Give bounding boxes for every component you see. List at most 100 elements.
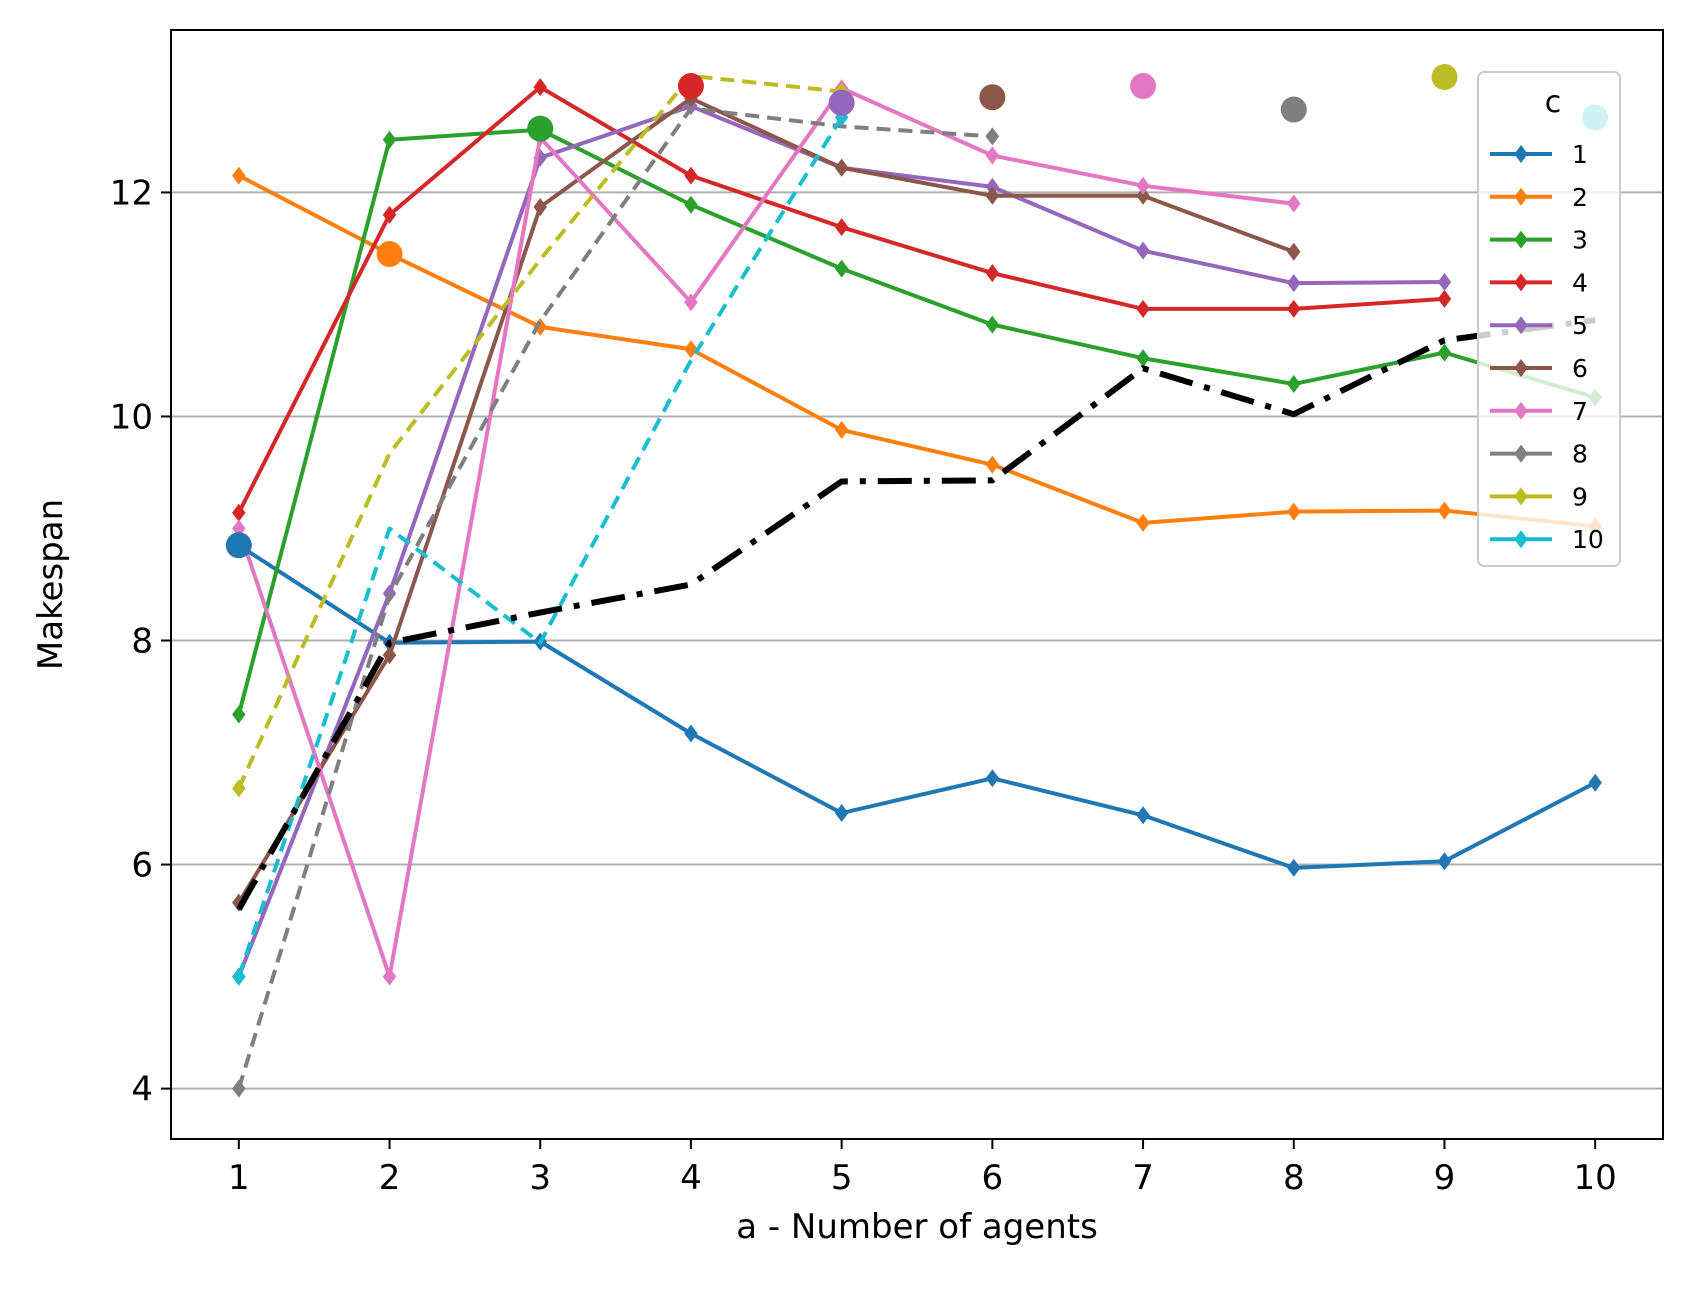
legend-label: 3 (1572, 226, 1588, 255)
series-3-point (1136, 349, 1150, 368)
legend-title: c (1545, 85, 1562, 120)
series-3-point (985, 315, 1000, 334)
series-2-point (232, 166, 246, 185)
series-1-point (834, 804, 849, 823)
legend-marker (1514, 487, 1528, 506)
x-tick-label: 4 (680, 1158, 702, 1198)
y-tick-label: 12 (110, 173, 153, 213)
y-tick-label: 8 (131, 622, 153, 662)
y-axis-label: Makespan (31, 499, 71, 670)
legend-box (1477, 71, 1621, 567)
series-3 (232, 120, 1602, 724)
series-6-line (237, 96, 1295, 904)
series-layer (232, 73, 1602, 1098)
x-tick-label: 1 (228, 1158, 250, 1198)
x-tick-label: 2 (379, 1158, 401, 1198)
series-5-point (1136, 241, 1150, 260)
series-4-point (1136, 299, 1150, 318)
x-axis-label: a - Number of agents (736, 1207, 1098, 1247)
y-tick-label: 4 (131, 1070, 153, 1110)
y-tick-label: 10 (110, 397, 153, 437)
legend-label: 1 (1572, 140, 1588, 169)
series-4 (232, 78, 1452, 522)
series-2-point (1437, 501, 1452, 520)
series-4-point (232, 503, 246, 522)
series-3-point (1287, 374, 1301, 393)
x-tick-label: 7 (1132, 1158, 1154, 1198)
series-6-point (1287, 242, 1301, 261)
series-8-point (985, 127, 1000, 146)
series-2-point (1136, 513, 1150, 532)
legend-label: 7 (1572, 397, 1588, 426)
series-7-point (1287, 194, 1301, 213)
x-tick-label: 9 (1434, 1158, 1456, 1198)
plot-frame (170, 29, 1664, 1140)
endpoint-marker (527, 115, 554, 142)
series-1-point (1136, 806, 1150, 825)
series-3-line (236, 127, 1596, 715)
series-4-line (237, 85, 1445, 514)
legend-marker (1514, 401, 1528, 420)
series-4-point (1437, 289, 1452, 308)
legend-label: 2 (1572, 183, 1588, 212)
x-tick-label: 8 (1283, 1158, 1305, 1198)
series-9 (232, 73, 849, 798)
series-5-point (1287, 274, 1301, 293)
series-1-point (1588, 773, 1602, 792)
legend-marker (1514, 444, 1528, 463)
legend-marker (1514, 530, 1528, 549)
series-6 (232, 89, 1301, 912)
series-10 (232, 108, 849, 986)
series-7-point (1136, 176, 1150, 195)
series-6-point (985, 186, 1000, 205)
series-7-line (236, 86, 1295, 979)
endpoint-marker (1431, 64, 1458, 91)
endpoint-marker (1130, 73, 1157, 100)
series-2-point (985, 455, 1000, 474)
endpoint-marker (979, 84, 1006, 111)
series-3-point (684, 195, 698, 214)
legend-label: 6 (1572, 354, 1588, 383)
legend-label: 5 (1572, 311, 1588, 340)
series-2-line (237, 173, 1596, 529)
series-1 (232, 536, 1602, 877)
series-7-point (985, 146, 1000, 165)
mean-line-layer (236, 317, 1596, 911)
series-2 (232, 166, 1602, 536)
legend-marker (1514, 316, 1528, 335)
series-4-point (382, 205, 397, 224)
series-3-point (834, 259, 849, 278)
legend: c1 2 3 4 5 6 7 8 9 10 (1477, 71, 1621, 567)
legend-marker (1514, 273, 1528, 292)
series-6-point (533, 197, 547, 216)
series-9-point (232, 779, 246, 798)
legend-marker (1514, 359, 1528, 377)
series-8-line (236, 106, 993, 1090)
series-3-point (382, 130, 397, 149)
endpoint-marker (225, 532, 252, 559)
legend-label: 8 (1572, 440, 1588, 469)
series-10-point (232, 967, 246, 986)
x-tick-label: 3 (529, 1158, 551, 1198)
series-10-line (236, 116, 844, 978)
grid-lines (171, 191, 1663, 1090)
series-4-point (985, 264, 1000, 283)
legend-label: 9 (1572, 482, 1588, 511)
series-1-point (684, 724, 698, 743)
series-2-point (684, 340, 698, 359)
legend-marker (1514, 187, 1528, 206)
series-4-point (533, 78, 547, 97)
series-8-point (232, 1079, 246, 1098)
x-tick-label: 5 (831, 1158, 853, 1198)
x-tick-label: 6 (982, 1158, 1004, 1198)
legend-label: 4 (1572, 268, 1588, 297)
series-9-line (236, 73, 842, 790)
dashdot-line (236, 317, 1596, 911)
series-1-point (1287, 858, 1301, 877)
series-8 (232, 106, 1000, 1098)
series-3-point (1437, 343, 1452, 362)
legend-label: 10 (1572, 525, 1604, 554)
x-tick-label: 10 (1574, 1158, 1617, 1198)
series-4-point (684, 166, 698, 185)
